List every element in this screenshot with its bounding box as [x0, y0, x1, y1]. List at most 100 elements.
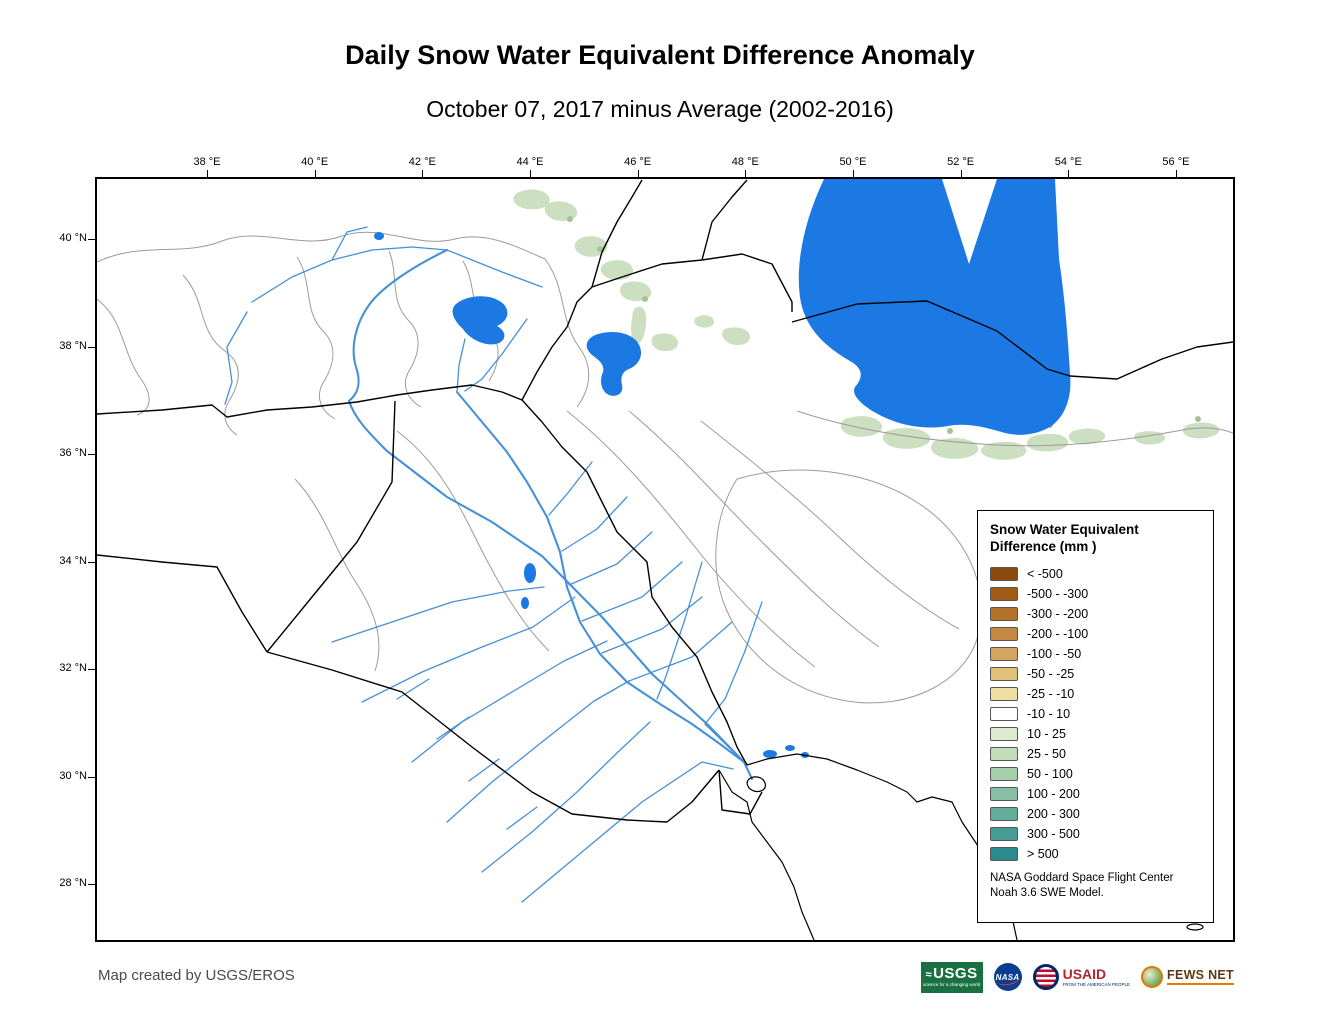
legend-swatch — [990, 686, 1018, 701]
caspian-coast-notch — [942, 179, 997, 264]
lat-label: 40 °N — [59, 232, 87, 244]
border-caspian-crossing — [791, 300, 1233, 380]
usgs-label: USGS — [933, 965, 978, 983]
legend-swatch — [990, 586, 1018, 601]
legend-label: -10 - 10 — [1027, 706, 1071, 721]
euphrates-river — [347, 248, 746, 764]
legend-item: -10 - 10 — [990, 704, 1201, 724]
country-borders — [97, 179, 1233, 823]
legend-swatch — [990, 566, 1018, 581]
border-turkey-syria-iraq-iran — [97, 179, 793, 766]
legend-item: -300 - -200 — [990, 604, 1201, 624]
legend-title-line1: Snow Water Equivalent — [990, 522, 1139, 537]
lat-tick — [88, 561, 97, 563]
legend-swatch — [990, 646, 1018, 661]
lon-label: 52 °E — [947, 156, 975, 168]
lon-tick — [1068, 170, 1070, 179]
usgs-logo: ≈USGS science for a changing world — [920, 961, 983, 993]
lon-label: 38 °E — [193, 156, 221, 168]
legend-swatch — [990, 826, 1018, 841]
usaid-tagline: FROM THE AMERICAN PEOPLE — [1062, 982, 1131, 987]
lon-label: 50 °E — [839, 156, 867, 168]
usgs-wordmark: ≈USGS — [926, 966, 978, 981]
lat-tick — [88, 346, 97, 348]
legend-label: 10 - 25 — [1027, 726, 1066, 741]
legend-label: 300 - 500 — [1027, 826, 1080, 841]
lon-tick — [745, 170, 747, 179]
legend-swatch — [990, 666, 1018, 681]
legend-label: 25 - 50 — [1027, 746, 1066, 761]
legend-label: 100 - 200 — [1027, 786, 1080, 801]
gulf-islands — [746, 776, 1204, 931]
basin-boundaries-zagros — [294, 410, 960, 672]
legend-label: > 500 — [1027, 846, 1059, 861]
lon-tick — [314, 170, 316, 179]
legend-footnote-line1: NASA Goddard Space Flight Center — [990, 871, 1174, 884]
legend-item: -200 - -100 — [990, 624, 1201, 644]
snow-alborz-patches — [840, 416, 1220, 460]
gulf-coast-arabia — [718, 769, 815, 940]
usaid-logo: USAID FROM THE AMERICAN PEOPLE — [1032, 964, 1130, 990]
legend-label: 200 - 300 — [1027, 806, 1080, 821]
page-subtitle: October 07, 2017 minus Average (2002-201… — [426, 96, 894, 122]
caspian-sea — [798, 179, 1071, 435]
lon-tick — [1175, 170, 1177, 179]
zagros-tributaries — [548, 461, 763, 766]
lon-tick — [529, 170, 531, 179]
lon-label: 44 °E — [516, 156, 544, 168]
lon-label: 48 °E — [731, 156, 759, 168]
legend-label: -100 - -50 — [1027, 646, 1082, 661]
border-syria-jordan-saudi — [97, 400, 763, 823]
legend-item: < -500 — [990, 564, 1201, 584]
legend-footnote-line2: Noah 3.6 SWE Model. — [990, 886, 1104, 899]
nasa-logo: NASA — [993, 963, 1022, 991]
legend-label: -50 - -25 — [1027, 666, 1075, 681]
legend-label: -200 - -100 — [1027, 626, 1089, 641]
legend-swatch — [990, 846, 1018, 861]
legend-swatch — [990, 626, 1018, 641]
legend-item: -100 - -50 — [990, 644, 1201, 664]
legend-items: < -500 -500 - -300 -300 - -200 -200 - -100 -… — [990, 564, 1201, 864]
legend-swatch — [990, 786, 1018, 801]
legend-item: 25 - 50 — [990, 744, 1201, 764]
usgs-wave-icon: ≈ — [925, 969, 933, 982]
lon-tick — [207, 170, 208, 179]
lat-label: 36 °N — [59, 447, 87, 459]
legend-swatch — [990, 606, 1018, 621]
legend-item: 50 - 100 — [990, 764, 1201, 784]
legend-swatch — [990, 806, 1018, 821]
lat-tick — [88, 669, 97, 670]
usaid-emblem-icon — [1032, 964, 1059, 990]
legend-swatch — [990, 726, 1018, 741]
legend-title: Snow Water Equivalent Difference (mm ) — [990, 522, 1201, 556]
lat-label: 28 °N — [59, 877, 87, 889]
legend-item: -25 - -10 — [990, 684, 1201, 704]
legend-swatch — [990, 706, 1018, 721]
basin-boundaries-northwest — [97, 231, 590, 436]
lon-label: 54 °E — [1054, 156, 1082, 168]
legend-box: Snow Water Equivalent Difference (mm ) <… — [977, 510, 1214, 923]
legend-item: 100 - 200 — [990, 784, 1201, 804]
legend-label: 50 - 100 — [1027, 766, 1073, 781]
rivers — [224, 226, 763, 903]
lon-label: 42 °E — [408, 156, 436, 168]
lon-label: 40 °E — [301, 156, 329, 168]
fewsnet-label: FEWS NET — [1167, 967, 1234, 982]
lon-tick — [852, 170, 854, 179]
legend-item: -500 - -300 — [990, 584, 1201, 604]
lat-label: 34 °N — [59, 554, 87, 567]
legend-item: > 500 — [990, 844, 1201, 864]
lat-label: 32 °N — [59, 662, 87, 674]
legend-swatch — [990, 746, 1018, 761]
logo-strip: ≈USGS science for a changing world NASA … — [920, 956, 1234, 998]
map-frame: 38 °E 40 °E 42 °E 44 °E 46 °E 48 °E 50 °E 52 °E… — [59, 156, 1235, 942]
tigris-river — [455, 390, 754, 781]
fewsnet-globe-icon — [1141, 966, 1164, 988]
legend-label: -300 - -200 — [1027, 606, 1089, 621]
lon-tick — [960, 170, 962, 179]
legend-label: < -500 — [1027, 566, 1063, 581]
legend-footnote: NASA Goddard Space Flight Center Noah 3.… — [990, 871, 1201, 901]
legend-label: -25 - -10 — [1027, 686, 1075, 701]
usaid-wordmark: USAID FROM THE AMERICAN PEOPLE — [1063, 967, 1130, 987]
desert-wadis — [331, 586, 734, 903]
